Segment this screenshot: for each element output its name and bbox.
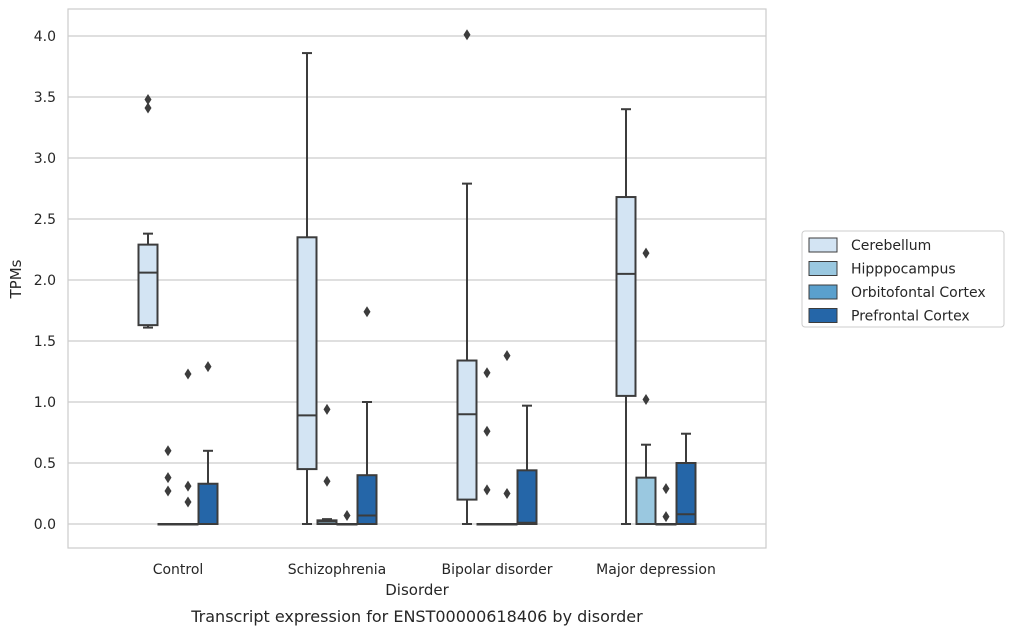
boxes-layer (137, 29, 697, 526)
x-tick-label: Schizophrenia (288, 562, 386, 578)
grid-layer (68, 35, 766, 525)
outlier-point (323, 403, 331, 415)
outlier-point (184, 496, 192, 508)
plot-frame (67, 8, 767, 549)
legend-label: Orbitofontal Cortex (851, 285, 986, 301)
box-prefrontal-cortex (675, 432, 697, 525)
iqr-box (516, 469, 538, 526)
outlier-point (503, 350, 511, 362)
y-tick-label: 3.5 (34, 90, 56, 106)
box-orbitofontal-cortex (655, 483, 677, 526)
y-axis-label: TPMs (7, 259, 25, 299)
outlier-point (204, 361, 212, 373)
outlier-point (184, 480, 192, 492)
box-hipppocampus (157, 445, 179, 526)
outlier-point (184, 368, 192, 380)
iqr-box (137, 243, 159, 327)
legend-swatch (808, 237, 838, 253)
y-tick-label: 1.5 (34, 334, 56, 350)
outlier-point (483, 425, 491, 437)
iqr-box (296, 236, 318, 471)
box-prefrontal-cortex (516, 404, 538, 526)
legend-frame (801, 230, 1005, 328)
outlier-point (144, 102, 152, 114)
outlier-point (483, 484, 491, 496)
iqr-box (635, 476, 657, 526)
box-hipppocampus (635, 247, 657, 526)
y-tick-label: 3.0 (34, 151, 56, 167)
x-tick-label: Control (153, 562, 204, 578)
outlier-point (343, 509, 351, 521)
legend-swatch (808, 261, 838, 276)
y-tick-label: 1.0 (34, 395, 56, 411)
legend-label: Hipppocampus (851, 262, 956, 278)
outlier-point (642, 247, 650, 259)
x-ticks: Control Schizophrenia Bipolar disorder Majo… (153, 562, 716, 578)
x-axis-label: Disorder (385, 581, 449, 599)
y-tick-label: 4.0 (34, 29, 56, 45)
outlier-point (164, 472, 172, 484)
legend-swatch (808, 308, 838, 323)
box-orbitofontal-cortex (336, 509, 358, 526)
outlier-point (363, 306, 371, 318)
box-hipppocampus (476, 367, 498, 526)
outlier-point (642, 394, 650, 406)
box-cerebellum (137, 93, 159, 329)
iqr-box (197, 482, 219, 525)
legend-label: Prefrontal Cortex (851, 309, 970, 325)
box-cerebellum (615, 108, 637, 525)
box-prefrontal-cortex (356, 306, 378, 526)
iqr-box (615, 196, 637, 397)
box-cerebellum (296, 52, 318, 525)
box-orbitofontal-cortex (496, 350, 518, 526)
box-cerebellum (456, 29, 478, 525)
y-tick-label: 2.0 (34, 273, 56, 289)
outlier-point (164, 485, 172, 497)
legend-label: Cerebellum (851, 238, 931, 254)
outlier-point (164, 445, 172, 457)
outlier-point (662, 511, 670, 523)
outlier-point (144, 93, 152, 105)
outlier-point (662, 483, 670, 495)
outlier-point (503, 488, 511, 499)
iqr-box (456, 359, 478, 501)
chart-caption: Transcript expression for ENST0000061840… (190, 607, 643, 626)
y-tick-label: 0.5 (34, 456, 56, 472)
legend-swatch (808, 284, 838, 300)
x-tick-label: Bipolar disorder (441, 562, 552, 578)
box-prefrontal-cortex (197, 361, 219, 525)
legend: Cerebellum Hipppocampus Orbitofontal Corte… (801, 230, 1005, 328)
iqr-box (356, 474, 378, 526)
y-ticks: 0.0 0.5 1.0 1.5 2.0 2.5 3.0 3.5 4.0 (34, 29, 56, 533)
outlier-point (463, 29, 471, 41)
iqr-box (675, 462, 697, 525)
outlier-point (483, 367, 491, 379)
x-tick-label: Major depression (596, 562, 716, 578)
outlier-point (323, 475, 331, 487)
box-orbitofontal-cortex (177, 368, 199, 526)
box-hipppocampus (316, 403, 338, 526)
y-tick-label: 0.0 (34, 517, 56, 533)
y-tick-label: 2.5 (34, 212, 56, 228)
